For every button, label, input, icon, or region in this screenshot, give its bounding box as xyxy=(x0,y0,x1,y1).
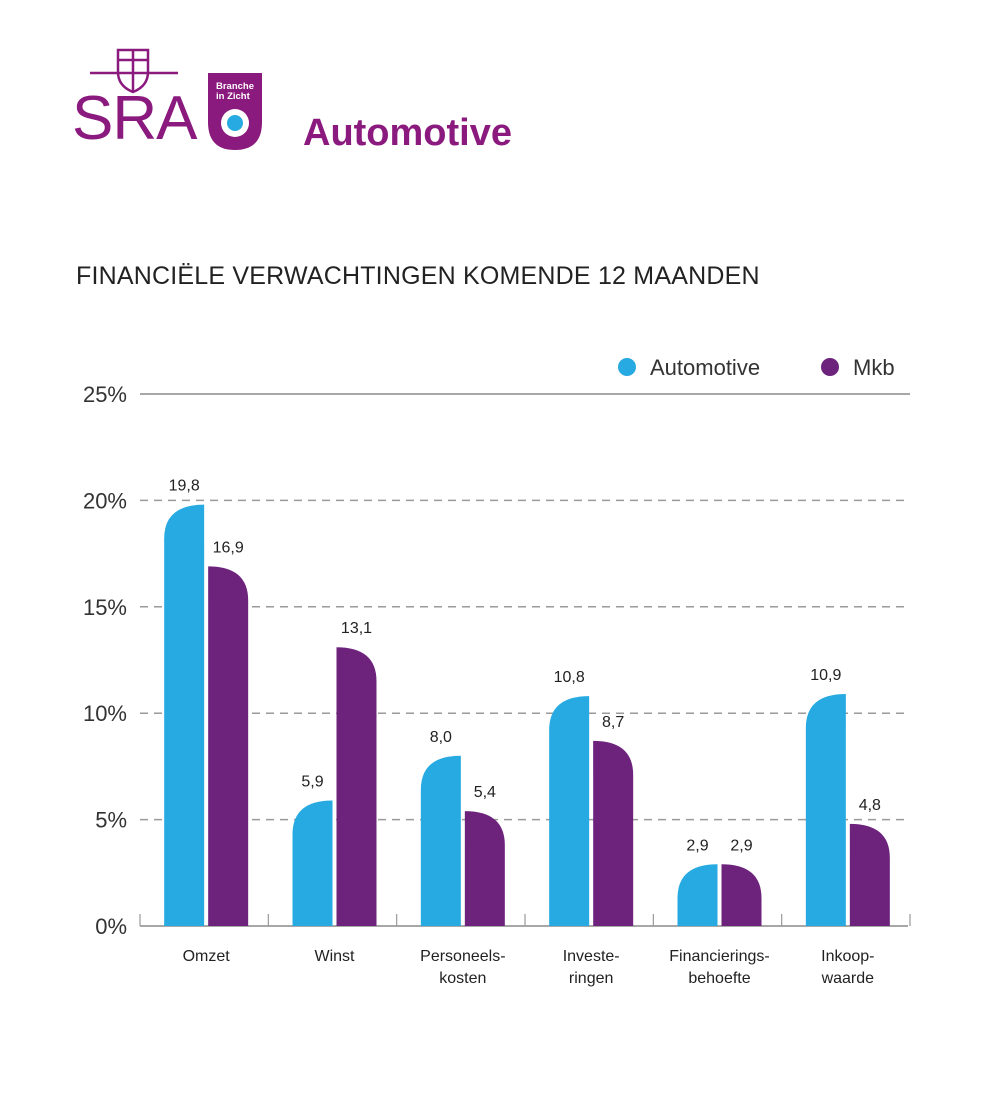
data-label: 4,8 xyxy=(859,797,881,814)
y-tick-label: 10% xyxy=(83,701,127,726)
bar-mkb xyxy=(208,566,249,926)
data-label: 5,9 xyxy=(301,773,323,790)
legend-label-mkb: Mkb xyxy=(853,355,895,380)
bar-mkb xyxy=(849,823,890,926)
data-label: 8,7 xyxy=(602,714,624,731)
legend-label-automotive: Automotive xyxy=(650,355,760,380)
chart-title: FINANCIËLE VERWACHTINGEN KOMENDE 12 MAAN… xyxy=(76,262,760,290)
y-tick-label: 0% xyxy=(95,914,127,939)
badge-text-line2: in Zicht xyxy=(216,90,250,102)
data-label: 19,8 xyxy=(169,478,200,495)
branche-in-zicht-badge xyxy=(208,73,262,150)
badge-text-line1: Branche xyxy=(216,81,255,92)
category-label: behoefte xyxy=(688,970,750,987)
data-label: 2,9 xyxy=(730,837,752,854)
bar-automotive xyxy=(677,864,718,926)
category-label: Investe- xyxy=(563,948,620,965)
bar-automotive xyxy=(549,696,590,926)
category-label: kosten xyxy=(439,970,486,987)
bar-automotive xyxy=(292,800,333,926)
crest-icon xyxy=(90,48,178,94)
y-tick-label: 15% xyxy=(83,595,127,620)
sra-logo-graphic xyxy=(90,48,262,150)
category-label: Omzet xyxy=(183,948,231,965)
bar-automotive xyxy=(420,755,461,926)
category-label: Personeels- xyxy=(420,948,505,965)
data-label: 13,1 xyxy=(341,620,372,637)
data-label: 2,9 xyxy=(686,837,708,854)
data-label: 16,9 xyxy=(213,539,244,556)
bar-mkb xyxy=(593,740,634,926)
category-label: Winst xyxy=(315,948,356,965)
category-label: ringen xyxy=(569,970,613,987)
bar-mkb xyxy=(464,811,505,926)
bar-chart: 0% 5% 10% 15% 20% 25% 19,8 16,9 Omzet 5,9 13,1 Wins… xyxy=(83,355,911,987)
data-label: 10,9 xyxy=(810,667,841,684)
bar-automotive xyxy=(805,694,846,926)
bar-mkb xyxy=(336,647,377,926)
brand-title: Automotive xyxy=(303,112,512,154)
bar-automotive xyxy=(164,504,205,926)
badge-text: Branche in Zicht xyxy=(216,82,264,102)
category-label: waarde xyxy=(821,970,875,987)
legend-swatch-mkb xyxy=(821,358,839,376)
data-label: 8,0 xyxy=(430,729,452,746)
bar-mkb xyxy=(721,864,762,926)
y-tick-label: 20% xyxy=(83,488,127,513)
data-label: 10,8 xyxy=(554,669,585,686)
legend-swatch-automotive xyxy=(618,358,636,376)
data-label: 5,4 xyxy=(474,784,496,801)
y-tick-label: 5% xyxy=(95,808,127,833)
brand-header: SRA Branche in Zicht Automotive xyxy=(60,40,580,170)
category-label: Inkoop- xyxy=(821,948,874,965)
sra-logo-text: SRA xyxy=(72,84,197,153)
y-tick-label: 25% xyxy=(83,382,127,407)
category-label: Financierings- xyxy=(669,948,769,965)
